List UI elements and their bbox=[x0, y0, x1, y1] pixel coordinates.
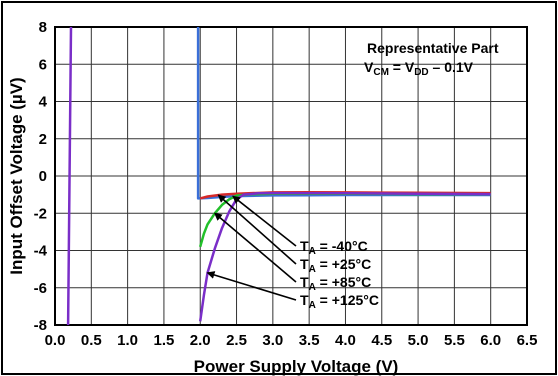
condition-note-line1: Representative Part bbox=[367, 40, 499, 56]
x-tick-label-8: 4.0 bbox=[335, 332, 356, 349]
y-tick-label-4: 0 bbox=[39, 168, 47, 185]
x-tick-label-12: 6.0 bbox=[480, 332, 501, 349]
annotation-arrow-2 bbox=[213, 212, 297, 283]
series-label-1: TA = +25°C bbox=[300, 256, 371, 275]
x-tick-label-1: 0.5 bbox=[81, 332, 102, 349]
y-tick-label-3: 2 bbox=[39, 131, 47, 148]
annotation-arrow-1 bbox=[217, 194, 297, 265]
annotation-arrow-3 bbox=[206, 271, 297, 301]
y-tick-label-0: 8 bbox=[39, 19, 47, 36]
y-axis-label: Input Offset Voltage (µV) bbox=[7, 77, 26, 274]
x-tick-label-11: 5.5 bbox=[444, 332, 465, 349]
y-tick-label-7: -6 bbox=[34, 280, 47, 297]
series-annotations: TA = -40°CTA = +25°CTA = +85°CTA = +125°… bbox=[206, 194, 379, 311]
x-tick-label-6: 3.0 bbox=[262, 332, 283, 349]
x-tick-label-7: 3.5 bbox=[299, 332, 320, 349]
x-tick-label-2: 1.0 bbox=[117, 332, 138, 349]
series-label-0: TA = -40°C bbox=[300, 238, 368, 257]
y-tick-label-5: -2 bbox=[34, 205, 47, 222]
y-tick-label-6: -4 bbox=[34, 243, 48, 260]
x-tick-label-9: 4.5 bbox=[371, 332, 392, 349]
y-tick-label-1: 6 bbox=[39, 56, 47, 73]
x-tick-label-13: 6.5 bbox=[517, 332, 538, 349]
x-tick-label-4: 2.0 bbox=[190, 332, 211, 349]
x-tick-label-3: 1.5 bbox=[153, 332, 174, 349]
x-tick-label-0: 0.0 bbox=[45, 332, 66, 349]
plot-area-frame bbox=[54, 26, 528, 326]
annotation-arrow-0 bbox=[232, 195, 297, 247]
series-label-2: TA = +85°C bbox=[300, 274, 371, 293]
y-tick-label-8: -8 bbox=[34, 317, 47, 334]
x-axis-label: Power Supply Voltage (V) bbox=[194, 357, 399, 376]
x-tick-label-10: 5.0 bbox=[408, 332, 429, 349]
x-tick-labels: 0.0 0.5 1.0 1.5 2.0 2.5 3.0 3.5 4.0 4.5 5.0 5.5 6.0 6… bbox=[45, 332, 538, 349]
y-tick-label-2: 4 bbox=[39, 94, 48, 111]
condition-note-line2: VCM = VDD – 0.1V bbox=[364, 59, 474, 78]
y-tick-labels: 8 6 4 2 0 -2 -4 -6 -8 bbox=[34, 19, 48, 334]
series-label-3: TA = +125°C bbox=[300, 292, 379, 311]
x-tick-label-5: 2.5 bbox=[226, 332, 247, 349]
